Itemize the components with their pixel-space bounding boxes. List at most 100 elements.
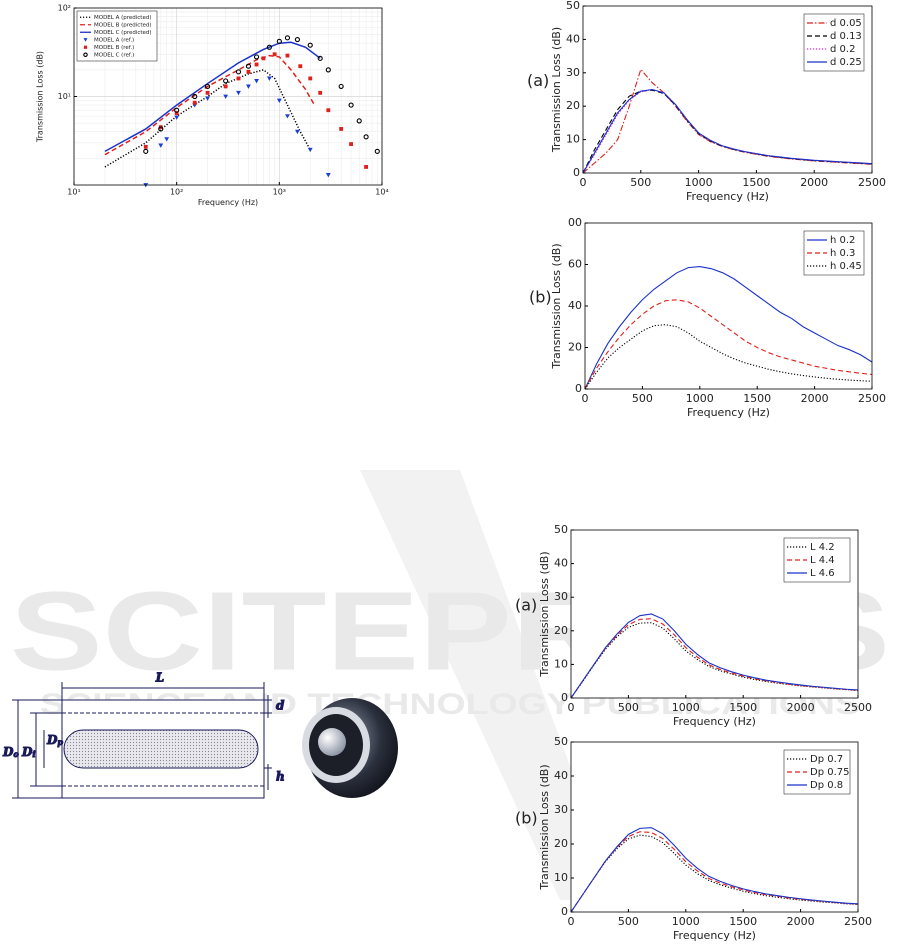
y-tick-label: 40 [566,32,580,45]
marker [192,100,197,105]
legend-label: MODEL C (predicted) [94,30,152,36]
y-tick-label: 50 [554,523,568,536]
y-tick-label: 10 [554,657,568,670]
panel-label: (a) [515,596,537,615]
marker [317,55,323,61]
label-outer-diameter: Do [2,745,19,760]
legend: Dp 0.7 Dp 0.75 Dp 0.8 [783,749,851,795]
marker [326,108,331,113]
series-line [104,41,321,153]
marker [236,76,241,81]
y-tick-label: 10² [58,4,71,13]
legend-label: d 0.13 [830,31,862,42]
y-tick-label: 50 [554,735,568,748]
legend: h 0.2 h 0.3 h 0.45 [803,230,865,276]
marker [245,63,252,69]
chart: 10¹ 10² 10³ 10⁴ 10¹ 10² Frequency (Hz) Transmis… [36,4,389,208]
marker [307,42,313,48]
y-tick-label: 30 [566,66,580,79]
marker [374,148,380,154]
x-tick-label: 0 [582,392,589,405]
series-line [571,827,858,912]
label-main: D [21,745,33,759]
x-tick-label: 500 [630,176,651,189]
x-tick-label: 500 [618,915,639,928]
legend-box [76,10,158,62]
legend-label: h 0.3 [830,248,855,259]
plug [63,729,259,769]
panel-label: (b) [515,809,538,828]
x-tick-label: 1000 [672,915,700,928]
x-tick-label: 1000 [685,176,713,189]
marker [363,134,369,140]
y-tick-label: 60 [568,258,582,271]
series-line [104,69,311,168]
legend-label: MODEL A (predicted) [94,15,152,21]
y-axis-label: Transmission Loss (dB) [550,27,563,153]
label-main: D [46,733,58,747]
panel-label: (a) [527,71,549,90]
legend-label: MODEL C (ref.) [94,52,134,58]
marker [223,84,228,89]
marker [307,147,313,153]
x-tick-label: 10² [170,188,183,197]
legend-label: MODEL B (ref.) [94,45,134,51]
marker [294,36,301,43]
marker [356,118,362,124]
x-tick-label: 500 [632,392,653,405]
y-tick-label: 20 [554,624,568,637]
y-tick-label: 40 [568,299,582,312]
watermark-logo [360,470,620,900]
x-tick-label: 0 [568,915,575,928]
y-tick-label: 30 [554,803,568,816]
marker [339,127,344,131]
y-tick-label: 20 [554,837,568,850]
x-tick-label: 2500 [858,392,886,405]
marker [325,67,331,73]
legend: d 0.05 d 0.13 d 0.2 d 0.25 [803,13,865,72]
y-tick-label: 0 [575,382,582,395]
x-tick-label: 2000 [800,176,828,189]
x-tick-label: 2000 [787,915,815,928]
marker [364,165,369,169]
chart: 0 500 1000 1500 2000 2500 0 10 20 30 40 50 Frequency… [515,523,872,728]
marker [276,38,282,44]
legend-label: h 0.2 [830,235,855,246]
y-tick-label: 0 [561,905,568,918]
marker [295,129,300,135]
x-tick-label: 10⁴ [375,188,388,197]
series-line [104,54,316,156]
label-gap: h [276,770,285,784]
label-sub: o [13,749,19,759]
x-tick-label: 1000 [672,701,700,714]
y-axis-label: Transmission Loss (dB) [550,243,563,369]
chart: 0 500 1000 1500 2000 2500 0 10 20 30 40 50 Frequency… [527,0,886,203]
y-tick-label: 30 [554,590,568,603]
marker [254,78,259,84]
marker [272,52,277,57]
marker [285,53,290,58]
x-tick-label: 0 [580,176,587,189]
x-tick-label: 500 [618,701,639,714]
marker [205,96,210,101]
legend-label: L 4.4 [810,555,835,566]
x-axis-label: Frequency (Hz) [198,198,258,207]
y-tick-label: 0 [573,166,580,179]
x-axis-label: Frequency (Hz) [687,406,770,419]
label-sub: i [32,749,35,759]
legend-label: MODEL B (predicted) [94,22,152,28]
marker [223,78,229,84]
legend-label: Dp 0.7 [810,754,843,765]
marker [143,144,148,149]
marker [253,54,260,60]
y-axis-label: Transmission Loss (dB) [538,764,551,890]
marker [158,143,164,148]
x-tick-label: 1500 [743,392,771,405]
marker [174,107,180,113]
marker [174,111,179,115]
marker [246,69,251,74]
y-tick-label: 40 [554,769,568,782]
marker [164,137,170,142]
marker [174,115,180,120]
